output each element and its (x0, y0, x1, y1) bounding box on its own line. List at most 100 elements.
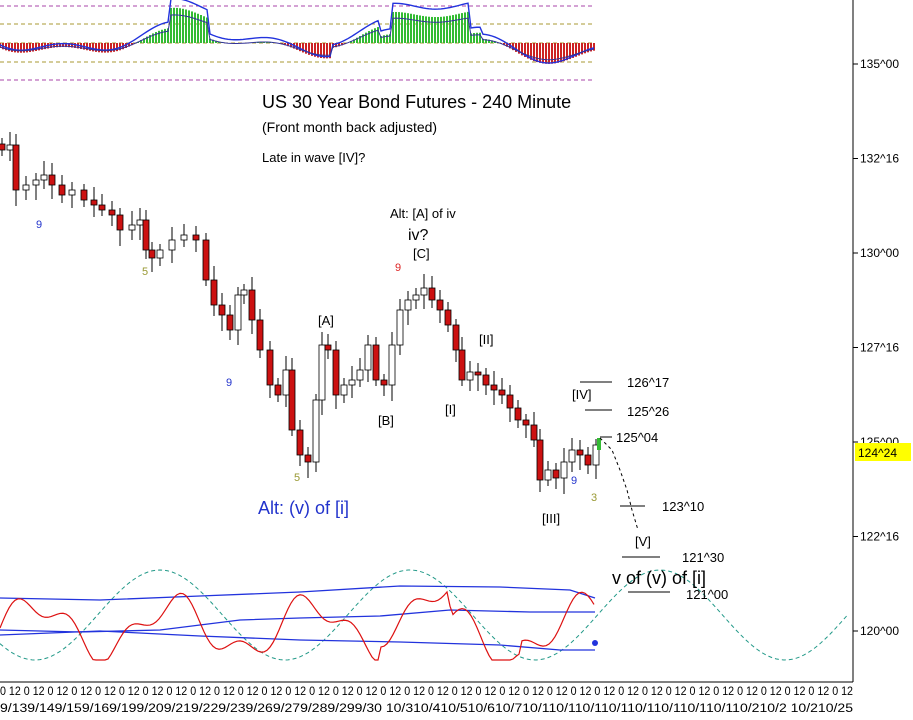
candle-bull (168, 239, 176, 251)
price-level-123-10: 123^10 (662, 499, 704, 514)
histogram-signal-blue (0, 0, 595, 64)
candle-bear (444, 309, 452, 326)
count-label-1: 9 (36, 219, 42, 231)
cycle-wave (0, 569, 849, 661)
wave-label-alt-v: Alt: (v) of [i] (258, 498, 349, 518)
price-level-126-17: 126^17 (627, 375, 669, 390)
candle-bear (490, 384, 498, 391)
candle-bull (128, 224, 136, 231)
count-label-6: 9 (571, 475, 577, 487)
candle-bull (240, 289, 248, 296)
candle-bull (22, 184, 30, 191)
candle-bear (266, 349, 274, 386)
oscillator-lower-band (0, 630, 595, 651)
candle-bear (48, 174, 56, 186)
candle-bear (202, 239, 210, 281)
candle-bear (498, 389, 506, 396)
candle-bear (274, 384, 282, 396)
candle-bear (482, 374, 490, 386)
candle-bear (552, 469, 560, 479)
wave-label-alt-a-iv: Alt: [A] of iv (390, 206, 456, 221)
candle-bear (80, 189, 88, 201)
candle-bear (116, 214, 124, 231)
candle-bear (148, 249, 156, 259)
candle-bear (436, 299, 444, 311)
projection-path (599, 437, 639, 531)
candle-bear (536, 439, 544, 481)
candle-bear (380, 379, 388, 386)
candle-bear (372, 344, 380, 381)
candle-bear (584, 454, 592, 466)
current-price-box (855, 443, 911, 461)
candles (0, 132, 601, 494)
candle-bull (560, 461, 568, 479)
candle-bear (452, 324, 460, 351)
candle-bear (474, 371, 482, 376)
count-label-2: 5 (142, 266, 148, 278)
candle-bear (514, 407, 522, 421)
count-label-7: 3 (591, 492, 597, 504)
oscillator-red-line (0, 590, 595, 661)
wave-label-2: [II] (479, 332, 493, 347)
chart-title: US 30 Year Bond Futures - 240 Minute (262, 92, 571, 112)
price-level-125-26: 125^26 (627, 404, 669, 419)
candle-bull (340, 384, 348, 396)
candle-bull (6, 144, 14, 151)
candle-bull (156, 249, 164, 259)
candle-bear (506, 394, 514, 409)
candle-bull (68, 189, 76, 196)
count-label-5: 9 (395, 262, 401, 274)
price-level-121-00: 121^00 (686, 587, 728, 602)
x-axis: 0 12 0 12 0 12 0 12 0 12 0 12 0 12 0 12 … (0, 681, 853, 715)
wave-label-c: [C] (413, 246, 430, 261)
candle-bull (312, 399, 320, 463)
candle-bull (32, 179, 40, 186)
candle-bear (428, 287, 436, 301)
candle-bull (466, 371, 474, 381)
wave-label-5: [V] (635, 534, 651, 549)
candle-bull (40, 174, 48, 181)
candle-bear (192, 234, 200, 241)
candle-bear (142, 219, 150, 251)
candle-bear (304, 454, 312, 463)
candle-bull (568, 449, 576, 463)
candle-bull (404, 299, 412, 311)
candle-bear (218, 304, 226, 316)
wave-label-3: [III] (542, 511, 560, 526)
y-axis: 135^00132^16130^00127^16125^00122^16120^… (852, 0, 911, 682)
oscillator-dot (592, 640, 598, 646)
histogram (0, 7, 595, 64)
candle-bear (324, 344, 332, 351)
candle-bull (234, 294, 242, 331)
candle-bear (248, 289, 256, 321)
candle-bull (420, 287, 428, 296)
y-tick-label: 130^00 (860, 246, 899, 260)
candle-bull (180, 234, 188, 241)
candle-last (597, 438, 601, 450)
candle-bear (0, 143, 6, 151)
candle-bear (458, 349, 466, 381)
candle-bear (522, 419, 530, 426)
candle-bull (318, 344, 326, 401)
candle-bull (282, 369, 290, 396)
wave-label-1: [I] (445, 402, 456, 417)
candle-bull (388, 344, 396, 386)
bottom-oscillator-panel (0, 569, 849, 661)
candle-bear (210, 279, 218, 306)
y-tick-label: 120^00 (860, 624, 899, 638)
wave-label-b: [B] (378, 413, 394, 428)
count-label-3: 9 (226, 377, 232, 389)
y-tick-label: 132^16 (860, 152, 899, 166)
candle-bull (396, 309, 404, 346)
y-tick-label: 122^16 (860, 530, 899, 544)
price-level-125-04: 125^04 (616, 430, 658, 445)
candle-bull (412, 294, 420, 301)
candle-bear (256, 319, 264, 351)
current-price-label: 124^24 (858, 446, 897, 460)
candle-bear (576, 449, 584, 456)
candle-bear (332, 349, 340, 396)
chart-note: Late in wave [IV]? (262, 150, 365, 165)
y-tick-label: 127^16 (860, 341, 899, 355)
